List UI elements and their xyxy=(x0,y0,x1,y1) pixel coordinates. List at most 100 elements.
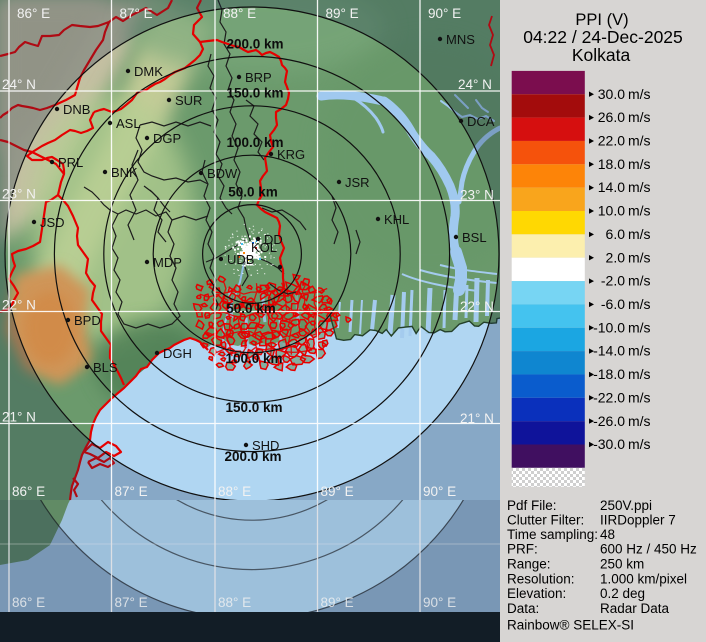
svg-text:150.0 km: 150.0 km xyxy=(225,400,282,415)
svg-text:10.0: 10.0 xyxy=(598,203,625,219)
svg-text:DNB: DNB xyxy=(63,102,90,117)
svg-text:88° E: 88° E xyxy=(218,484,251,499)
svg-text:-2.0: -2.0 xyxy=(601,273,625,289)
svg-text:-18.0: -18.0 xyxy=(593,366,625,382)
svg-text:Range:: Range: xyxy=(507,557,551,572)
svg-text:m/s: m/s xyxy=(628,226,651,242)
svg-text:89° E: 89° E xyxy=(326,6,359,21)
svg-text:2.0: 2.0 xyxy=(606,249,626,265)
svg-text:-30.0: -30.0 xyxy=(593,436,625,452)
svg-text:KRG: KRG xyxy=(277,147,305,162)
svg-text:87° E: 87° E xyxy=(115,484,148,499)
svg-text:-14.0: -14.0 xyxy=(593,343,625,359)
svg-text:UDB: UDB xyxy=(227,252,254,267)
svg-text:22° N: 22° N xyxy=(460,299,494,314)
svg-text:23° N: 23° N xyxy=(2,187,36,202)
svg-text:23° N: 23° N xyxy=(460,188,494,203)
svg-text:150.0 km: 150.0 km xyxy=(226,86,283,101)
svg-text:100.0 km: 100.0 km xyxy=(225,351,282,366)
svg-text:89° E: 89° E xyxy=(321,484,354,499)
svg-text:BNK: BNK xyxy=(111,165,138,180)
svg-text:DGH: DGH xyxy=(163,346,192,361)
svg-text:90° E: 90° E xyxy=(428,6,461,21)
svg-text:30.0: 30.0 xyxy=(598,86,625,102)
svg-text:PRF:: PRF: xyxy=(507,542,538,557)
svg-text:m/s: m/s xyxy=(628,156,651,172)
svg-text:86° E: 86° E xyxy=(17,6,50,21)
svg-text:04:22 / 24-Dec-2025: 04:22 / 24-Dec-2025 xyxy=(523,27,683,47)
svg-text:87° E: 87° E xyxy=(120,6,153,21)
svg-text:24° N: 24° N xyxy=(2,77,36,92)
svg-text:BLS: BLS xyxy=(93,360,118,375)
svg-text:KHL: KHL xyxy=(384,212,409,227)
svg-text:90° E: 90° E xyxy=(423,484,456,499)
svg-text:m/s: m/s xyxy=(628,273,651,289)
svg-text:250V.ppi: 250V.ppi xyxy=(600,498,652,513)
svg-text:88° E: 88° E xyxy=(223,6,256,21)
svg-text:MNS: MNS xyxy=(446,32,475,47)
svg-text:1.000 km/pixel: 1.000 km/pixel xyxy=(600,572,687,587)
svg-text:JSR: JSR xyxy=(345,175,370,190)
svg-text:-10.0: -10.0 xyxy=(593,319,625,335)
svg-text:100.0 km: 100.0 km xyxy=(226,135,283,150)
svg-text:DD: DD xyxy=(264,232,283,247)
svg-text:22° N: 22° N xyxy=(2,298,36,313)
svg-text:m/s: m/s xyxy=(628,413,651,429)
svg-text:m/s: m/s xyxy=(628,109,651,125)
svg-text:m/s: m/s xyxy=(628,296,651,312)
svg-text:86° E: 86° E xyxy=(12,595,45,610)
svg-text:DCA: DCA xyxy=(467,114,495,129)
svg-text:m/s: m/s xyxy=(628,133,651,149)
svg-text:Pdf File:: Pdf File: xyxy=(507,498,557,513)
svg-text:m/s: m/s xyxy=(628,366,651,382)
svg-text:Rainbow® SELEX-SI: Rainbow® SELEX-SI xyxy=(507,618,634,633)
svg-text:BSL: BSL xyxy=(462,230,487,245)
svg-text:89° E: 89° E xyxy=(321,595,354,610)
svg-text:50.0 km: 50.0 km xyxy=(228,185,278,200)
svg-text:88° E: 88° E xyxy=(218,595,251,610)
svg-text:24° N: 24° N xyxy=(458,77,492,92)
svg-text:18.0: 18.0 xyxy=(598,156,625,172)
svg-text:Radar Data: Radar Data xyxy=(600,601,670,616)
svg-text:m/s: m/s xyxy=(628,319,651,335)
svg-text:21° N: 21° N xyxy=(2,410,36,425)
svg-text:600 Hz / 450 Hz: 600 Hz / 450 Hz xyxy=(600,542,697,557)
svg-text:SUR: SUR xyxy=(175,93,202,108)
svg-text:IIRDoppler 7: IIRDoppler 7 xyxy=(600,513,676,528)
svg-text:21° N: 21° N xyxy=(460,411,494,426)
svg-text:m/s: m/s xyxy=(628,343,651,359)
svg-text:m/s: m/s xyxy=(628,436,651,452)
svg-text:86° E: 86° E xyxy=(12,484,45,499)
svg-text:87° E: 87° E xyxy=(115,595,148,610)
svg-text:-6.0: -6.0 xyxy=(601,296,625,312)
svg-text:BRP: BRP xyxy=(245,70,272,85)
svg-text:KOL: KOL xyxy=(251,240,277,255)
svg-text:14.0: 14.0 xyxy=(598,179,625,195)
svg-text:PPI (V): PPI (V) xyxy=(575,11,628,29)
svg-text:200.0 km: 200.0 km xyxy=(226,37,283,52)
svg-text:DMK: DMK xyxy=(134,64,163,79)
svg-text:m/s: m/s xyxy=(628,249,651,265)
svg-text:48: 48 xyxy=(600,527,615,542)
svg-text:MDP: MDP xyxy=(153,255,182,270)
svg-text:JSD: JSD xyxy=(40,215,65,230)
svg-text:BPD: BPD xyxy=(74,313,101,328)
svg-text:Elevation:: Elevation: xyxy=(507,586,566,601)
svg-text:22.0: 22.0 xyxy=(598,133,625,149)
svg-text:BDW: BDW xyxy=(207,166,238,181)
svg-text:SHD: SHD xyxy=(252,438,279,453)
svg-text:m/s: m/s xyxy=(628,203,651,219)
svg-text:50.0 km: 50.0 km xyxy=(226,301,276,316)
svg-text:Time sampling:: Time sampling: xyxy=(507,527,598,542)
svg-text:ASL: ASL xyxy=(116,116,141,131)
svg-text:6.0: 6.0 xyxy=(606,226,626,242)
svg-text:Kolkata: Kolkata xyxy=(572,45,631,65)
svg-text:0.2 deg: 0.2 deg xyxy=(600,586,645,601)
svg-text:Clutter Filter:: Clutter Filter: xyxy=(507,513,584,528)
svg-text:-26.0: -26.0 xyxy=(593,413,625,429)
svg-text:200.0 km: 200.0 km xyxy=(224,449,281,464)
svg-text:Resolution:: Resolution: xyxy=(507,572,575,587)
svg-text:m/s: m/s xyxy=(628,86,651,102)
svg-text:DGP: DGP xyxy=(153,131,181,146)
svg-text:m/s: m/s xyxy=(628,389,651,405)
